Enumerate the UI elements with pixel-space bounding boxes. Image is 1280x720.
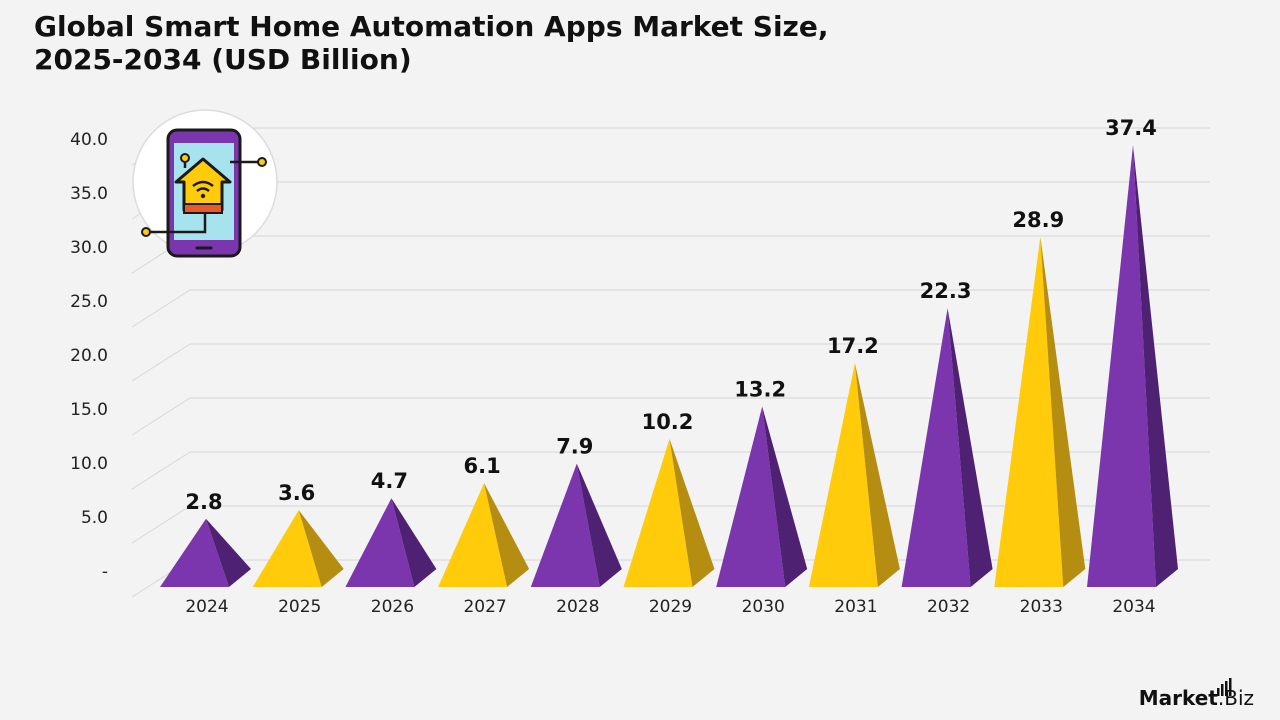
chart-title: Global Smart Home Automation Apps Market… [34,10,934,76]
grid-line-diagonal [131,451,191,490]
bar-front-face [252,510,322,587]
x-tick-label: 2032 [927,597,970,617]
y-tick-label: 35.0 [70,184,108,204]
x-axis-ticks: 2024 2025 2026 2027 2028 2029 2030 2031 2032 2033… [185,597,1155,617]
bar-side-face [576,463,622,587]
x-tick-label: 2029 [649,597,692,617]
x-tick-label: 2030 [742,597,785,617]
data-label: 2.8 [185,490,222,514]
bar-side-face [854,363,900,587]
bar-side-face [1040,236,1086,587]
x-tick-label: 2031 [834,597,877,617]
data-label: 37.4 [1105,116,1157,140]
bar-side-face [391,498,437,587]
x-tick-label: 2034 [1112,597,1155,617]
bar-front-face [1087,145,1156,587]
y-tick-label: 40.0 [70,130,108,150]
data-label: 22.3 [920,279,972,303]
grid-line-diagonal [131,505,191,544]
bar-side-face [762,406,808,587]
data-label: 6.1 [463,454,500,478]
bar-side-face [947,308,993,587]
brand-logo-market: Market [1138,686,1218,710]
y-tick-label: 5.0 [81,508,108,528]
grid-line-diagonal [131,289,191,328]
x-tick-label: 2026 [371,597,414,617]
x-tick-label: 2025 [278,597,321,617]
x-tick-label: 2027 [463,597,506,617]
bar-front-face [530,463,600,587]
smart-home-phone-icon [132,109,278,258]
y-axis-ticks: - 5.0 10.0 15.0 20.0 25.0 30.0 35.0 40.0 [70,130,108,582]
y-tick-label: 30.0 [70,238,108,258]
bar-side-face [669,438,715,587]
chart-title-line1: Global Smart Home Automation Apps Market… [34,10,829,43]
y-tick-label: 10.0 [70,454,108,474]
brand-logo-biz: .Biz [1217,686,1254,710]
bar-side-face [298,510,344,587]
brand-logo: Market .Biz [1139,678,1254,710]
y-tick-label: 20.0 [70,346,108,366]
data-label: 3.6 [278,481,315,505]
bar-side-face [206,518,251,587]
bar-side-face [484,483,530,587]
bar-front-face [623,438,693,587]
x-tick-label: 2024 [185,597,228,617]
chart-bars [160,145,1178,587]
bars-signal-icon [1216,678,1232,696]
data-label: 4.7 [371,469,408,493]
y-tick-label: - [102,562,108,582]
x-tick-label: 2033 [1020,597,1063,617]
data-labels: 2.8 3.6 4.7 6.1 7.9 10.2 13.2 17.2 22.3 28.9 37.4 [185,116,1157,514]
data-label: 28.9 [1012,208,1064,232]
y-tick-label: 25.0 [70,292,108,312]
chart-title-line2: 2025-2034 (USD Billion) [34,43,412,76]
data-label: 10.2 [642,410,694,434]
bar-front-face [901,308,971,587]
bar-front-face [716,406,786,587]
grid-line-diagonal [131,397,191,436]
data-label: 13.2 [734,377,786,401]
x-tick-label: 2028 [556,597,599,617]
y-tick-label: 15.0 [70,400,108,420]
grid-line-diagonal [131,343,191,382]
data-label: 17.2 [827,334,879,358]
bar-side-face [1133,145,1178,587]
data-label: 7.9 [556,435,593,459]
